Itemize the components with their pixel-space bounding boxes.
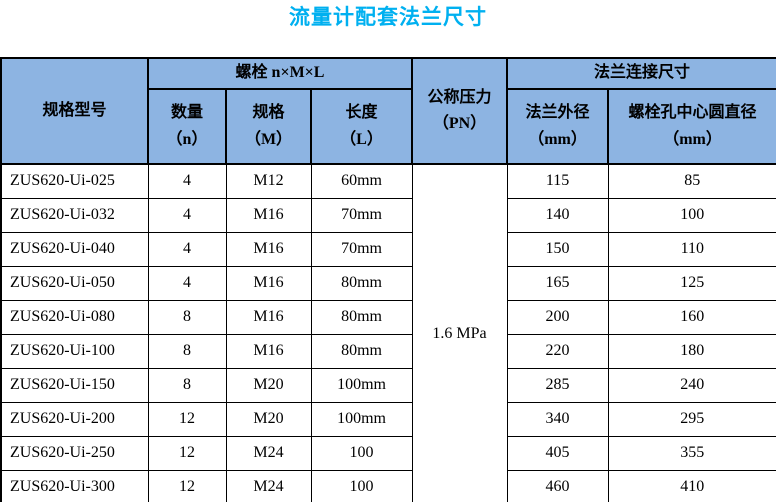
header-pressure: 公称压力 （PN） bbox=[411, 57, 509, 165]
cell-bolt-circle: 355 bbox=[607, 435, 776, 471]
header-qty-line2: （n） bbox=[166, 130, 208, 148]
cell-bolt-spec: M24 bbox=[225, 469, 312, 502]
header-group-row: 规格型号 螺栓 n×M×L 公称压力 （PN） 法兰连接尺寸 bbox=[0, 57, 776, 165]
cell-bolt-spec: M20 bbox=[225, 401, 312, 437]
cell-model: ZUS620-Ui-032 bbox=[0, 197, 149, 233]
cell-outer-diameter: 460 bbox=[506, 469, 609, 502]
header-pressure-line2: （PN） bbox=[432, 115, 487, 132]
cell-bolt-circle: 180 bbox=[607, 333, 776, 369]
table-row: ZUS620-Ui-080 8 M16 80mm 200 160 bbox=[0, 299, 776, 335]
cell-bolt-spec: M16 bbox=[225, 299, 312, 335]
cell-bolt-length: 80mm bbox=[310, 333, 413, 369]
cell-bolt-spec: M24 bbox=[225, 435, 312, 471]
cell-model: ZUS620-Ui-040 bbox=[0, 231, 149, 267]
cell-outer-diameter: 140 bbox=[506, 197, 609, 233]
header-length: 长度 （L） bbox=[309, 88, 414, 165]
cell-bolt-qty: 4 bbox=[147, 265, 227, 301]
cell-model: ZUS620-Ui-300 bbox=[0, 469, 149, 502]
header-sub-row: 数量 （n） 规格 （M） 长度 （L） 法兰外径 （mm） 螺栓孔中心圆直径 … bbox=[1, 88, 776, 165]
cell-bolt-circle: 110 bbox=[607, 231, 776, 267]
table-row: ZUS620-Ui-040 4 M16 70mm 150 110 bbox=[0, 231, 776, 267]
cell-bolt-spec: M16 bbox=[225, 231, 312, 267]
page-title: 流量计配套法兰尺寸 bbox=[289, 5, 487, 29]
cell-bolt-length: 100 bbox=[310, 435, 413, 471]
cell-bolt-spec: M16 bbox=[225, 265, 312, 301]
header-bolt-circle-line2: （mm） bbox=[663, 130, 722, 148]
header-model: 规格型号 bbox=[0, 57, 149, 165]
cell-bolt-length: 70mm bbox=[310, 197, 413, 233]
header-bolt-circle: 螺栓孔中心圆直径 （mm） bbox=[607, 88, 776, 165]
cell-outer-diameter: 220 bbox=[506, 333, 609, 369]
header-outer-diameter-line2: （mm） bbox=[528, 130, 587, 148]
cell-bolt-length: 60mm bbox=[310, 163, 413, 199]
header-pressure-line1: 公称压力 bbox=[427, 88, 492, 106]
cell-bolt-circle: 100 bbox=[607, 197, 776, 233]
cell-bolt-length: 100mm bbox=[310, 401, 413, 437]
cell-bolt-spec: M16 bbox=[225, 333, 312, 369]
cell-bolt-circle: 240 bbox=[607, 367, 776, 403]
cell-bolt-qty: 4 bbox=[147, 197, 227, 233]
header-spec-line2: （M） bbox=[244, 130, 293, 148]
header-bolt-circle-line1: 螺栓孔中心圆直径 bbox=[628, 104, 757, 122]
cell-bolt-circle: 410 bbox=[607, 469, 776, 502]
cell-bolt-circle: 125 bbox=[607, 265, 776, 301]
header-length-line2: （L） bbox=[340, 130, 383, 148]
header-spec-line1: 规格 bbox=[252, 104, 285, 122]
cell-bolt-circle: 85 bbox=[607, 163, 776, 199]
cell-model: ZUS620-Ui-250 bbox=[0, 435, 149, 471]
cell-bolt-length: 70mm bbox=[310, 231, 413, 267]
cell-model: ZUS620-Ui-150 bbox=[0, 367, 149, 403]
cell-outer-diameter: 285 bbox=[506, 367, 609, 403]
cell-outer-diameter: 115 bbox=[506, 163, 609, 199]
header-spec: 规格 （M） bbox=[225, 88, 312, 165]
header-length-line1: 长度 bbox=[345, 104, 378, 122]
cell-model: ZUS620-Ui-025 bbox=[0, 163, 149, 199]
cell-model: ZUS620-Ui-100 bbox=[0, 333, 149, 369]
cell-bolt-qty: 4 bbox=[147, 231, 227, 267]
header-flange-group: 法兰连接尺寸 bbox=[506, 57, 776, 90]
cell-bolt-qty: 4 bbox=[147, 163, 227, 199]
table-row: ZUS620-Ui-100 8 M16 80mm 220 180 bbox=[0, 333, 776, 369]
cell-bolt-qty: 8 bbox=[147, 367, 227, 403]
cell-bolt-length: 100 bbox=[310, 469, 413, 502]
cell-outer-diameter: 165 bbox=[506, 265, 609, 301]
table-row: ZUS620-Ui-300 12 M24 100 460 410 bbox=[0, 469, 776, 502]
flange-size-table: 规格型号 螺栓 n×M×L 公称压力 （PN） 法兰连接尺寸 数量 （n） 规格… bbox=[0, 57, 776, 502]
cell-bolt-qty: 8 bbox=[147, 333, 227, 369]
cell-bolt-length: 100mm bbox=[310, 367, 413, 403]
header-qty: 数量 （n） bbox=[147, 88, 227, 165]
cell-bolt-length: 80mm bbox=[310, 265, 413, 301]
table-row: ZUS620-Ui-025 4 M12 60mm 1.6 MPa 115 85 bbox=[0, 163, 776, 502]
cell-model: ZUS620-Ui-200 bbox=[0, 401, 149, 437]
title-bar: 流量计配套法兰尺寸 bbox=[0, 0, 776, 57]
cell-bolt-spec: M16 bbox=[225, 197, 312, 233]
cell-bolt-spec: M12 bbox=[225, 163, 312, 199]
table-row: ZUS620-Ui-200 12 M20 100mm 340 295 bbox=[0, 401, 776, 437]
cell-outer-diameter: 340 bbox=[506, 401, 609, 437]
cell-outer-diameter: 200 bbox=[506, 299, 609, 335]
cell-bolt-qty: 8 bbox=[147, 299, 227, 335]
cell-bolt-circle: 160 bbox=[607, 299, 776, 335]
header-outer-diameter: 法兰外径 （mm） bbox=[506, 88, 610, 165]
cell-outer-diameter: 150 bbox=[506, 231, 609, 267]
cell-outer-diameter: 405 bbox=[506, 435, 609, 471]
header-qty-line1: 数量 bbox=[170, 104, 203, 122]
cell-model: ZUS620-Ui-080 bbox=[0, 299, 149, 335]
cell-bolt-qty: 12 bbox=[147, 401, 227, 437]
table-row: ZUS620-Ui-050 4 M16 80mm 165 125 bbox=[0, 265, 776, 301]
cell-bolt-spec: M20 bbox=[225, 367, 312, 403]
cell-pressure-merged: 1.6 MPa bbox=[411, 163, 508, 502]
table-row: ZUS620-Ui-150 8 M20 100mm 285 240 bbox=[0, 367, 776, 403]
cell-bolt-length: 80mm bbox=[310, 299, 413, 335]
table-row: ZUS620-Ui-250 12 M24 100 405 355 bbox=[0, 435, 776, 471]
header-outer-diameter-line1: 法兰外径 bbox=[525, 104, 590, 122]
table-row: ZUS620-Ui-032 4 M16 70mm 140 100 bbox=[0, 197, 776, 233]
cell-bolt-qty: 12 bbox=[147, 469, 227, 502]
cell-model: ZUS620-Ui-050 bbox=[0, 265, 149, 301]
cell-bolt-circle: 295 bbox=[607, 401, 776, 437]
cell-bolt-qty: 12 bbox=[147, 435, 227, 471]
header-bolt-group: 螺栓 n×M×L bbox=[146, 57, 414, 90]
